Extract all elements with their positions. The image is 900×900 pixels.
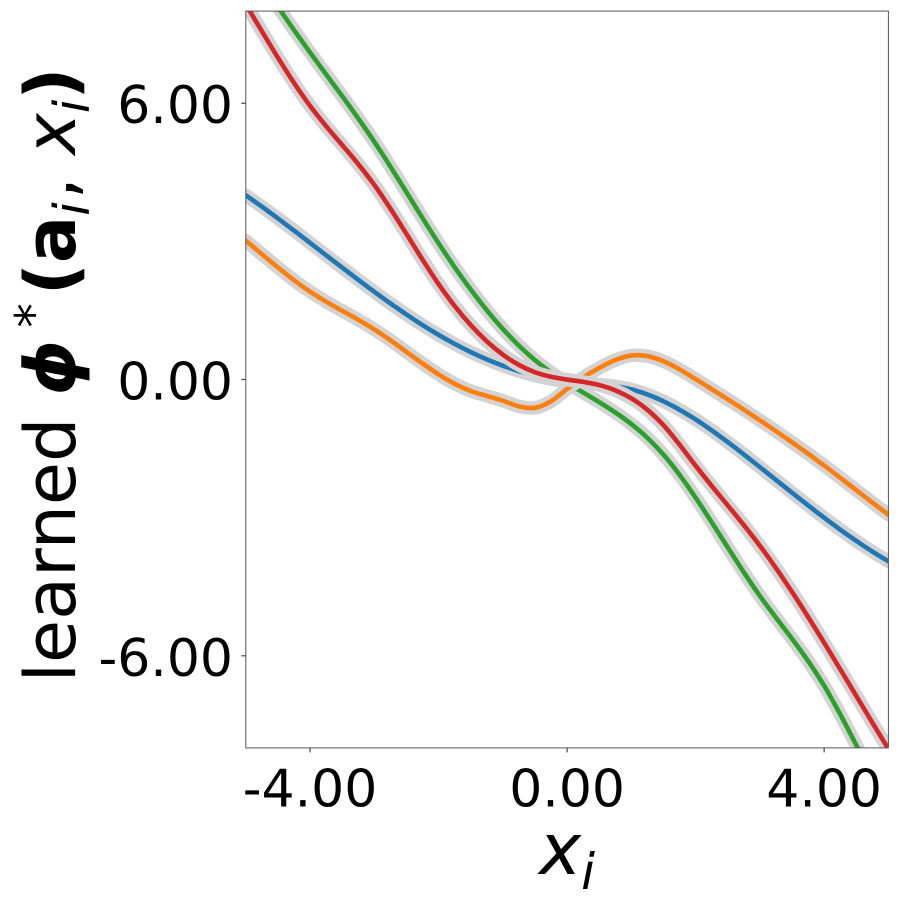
x-axis-ticks: -4.00 0.00 4.00 bbox=[243, 747, 882, 819]
x-axis-label-base: x bbox=[537, 808, 582, 891]
y-axis-label-close-paren: ) bbox=[10, 68, 92, 100]
curve-red bbox=[247, 11, 889, 748]
y-axis-label-open-paren: ( bbox=[10, 263, 92, 295]
x-axis-label-subscript: i bbox=[581, 843, 595, 900]
curves-group bbox=[245, 11, 889, 748]
x-tick-label: 4.00 bbox=[766, 759, 882, 819]
y-tick-label: -6.00 bbox=[98, 629, 233, 689]
y-axis-label-star: * bbox=[5, 303, 62, 328]
y-axis-label-word: learned bbox=[10, 395, 92, 682]
y-axis-label-phi: ϕ bbox=[10, 340, 92, 396]
x-tick-label: -4.00 bbox=[243, 759, 378, 819]
y-axis-label: learned ϕ*(ai, xi) bbox=[5, 68, 101, 683]
y-tick-label: 0.00 bbox=[117, 353, 233, 413]
y-axis-label-comma: , bbox=[10, 155, 92, 200]
y-axis-label-a-subscript: i bbox=[44, 202, 101, 216]
y-axis-label-x-subscript: i bbox=[44, 99, 101, 113]
y-axis-ticks: 6.00 0.00 -6.00 bbox=[98, 76, 246, 689]
y-tick-label: 6.00 bbox=[117, 76, 233, 136]
y-axis-label-x: x bbox=[10, 113, 92, 157]
y-axis-label-a: a bbox=[10, 216, 92, 263]
x-axis-label: xi bbox=[537, 808, 595, 900]
curve-orange bbox=[245, 238, 889, 517]
x-tick-label: 0.00 bbox=[509, 759, 625, 819]
